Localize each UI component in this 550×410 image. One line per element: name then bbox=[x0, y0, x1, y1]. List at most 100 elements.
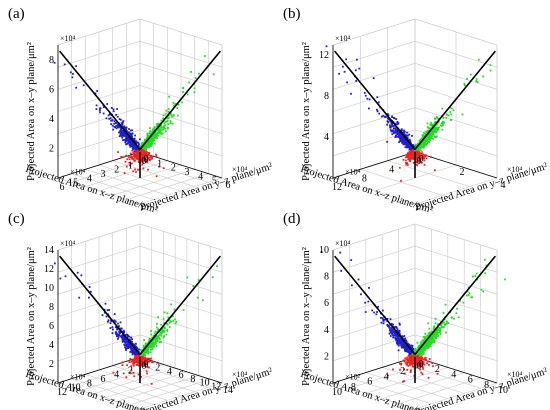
fit-line-xy-xz bbox=[59, 255, 141, 355]
grid-line bbox=[139, 63, 223, 90]
point-red bbox=[124, 160, 127, 163]
tick-label-yz: 2 bbox=[435, 364, 440, 375]
point-blue bbox=[132, 145, 135, 148]
point-green bbox=[432, 128, 435, 130]
point-green bbox=[174, 322, 177, 325]
point-blue bbox=[123, 125, 126, 128]
point-blue bbox=[410, 146, 412, 149]
point-green bbox=[146, 348, 149, 351]
tick-label-xz: 12 bbox=[57, 387, 67, 398]
point-green bbox=[142, 352, 145, 355]
point-green bbox=[148, 339, 151, 342]
point-green bbox=[421, 134, 424, 137]
axis-xz bbox=[332, 151, 416, 179]
point-blue bbox=[401, 129, 403, 132]
grid-line bbox=[414, 268, 498, 295]
point-red bbox=[123, 172, 126, 174]
point-green bbox=[147, 139, 150, 142]
point-blue bbox=[408, 148, 411, 151]
point-green bbox=[425, 138, 427, 140]
tick-label-yz: 8 bbox=[190, 374, 195, 385]
point-green bbox=[416, 341, 419, 344]
point-red bbox=[112, 371, 115, 374]
point-blue bbox=[396, 123, 399, 125]
point-red bbox=[142, 357, 145, 359]
point-green bbox=[158, 129, 161, 132]
point-green bbox=[148, 132, 151, 135]
point-red bbox=[420, 371, 423, 374]
point-green bbox=[434, 118, 436, 120]
point-red bbox=[133, 364, 135, 367]
point-blue bbox=[121, 339, 124, 342]
point-blue bbox=[402, 345, 405, 348]
grid-line bbox=[104, 371, 187, 399]
point-green bbox=[168, 326, 171, 328]
point-blue bbox=[371, 309, 374, 312]
tick-label-yz: 0 bbox=[144, 359, 149, 370]
point-red bbox=[423, 363, 426, 366]
point-blue bbox=[376, 108, 378, 111]
point-green bbox=[158, 123, 161, 125]
point-blue bbox=[115, 127, 118, 130]
point-blue bbox=[394, 127, 397, 130]
point-blue bbox=[118, 131, 120, 134]
point-green bbox=[158, 341, 161, 343]
grid-line bbox=[57, 40, 141, 68]
point-blue bbox=[135, 346, 138, 349]
point-blue bbox=[75, 65, 77, 68]
tick-label-xy: 6 bbox=[49, 84, 54, 95]
point-red bbox=[407, 158, 409, 161]
point-blue bbox=[386, 140, 389, 143]
point-blue bbox=[375, 313, 378, 316]
point-blue bbox=[395, 339, 398, 342]
point-blue bbox=[368, 107, 370, 110]
point-blue bbox=[391, 332, 393, 335]
tick-label-xz: 8 bbox=[87, 378, 92, 389]
point-blue bbox=[124, 347, 127, 350]
point-green bbox=[145, 347, 147, 350]
point-red bbox=[143, 155, 146, 157]
point-green bbox=[160, 133, 163, 136]
point-blue bbox=[394, 332, 396, 335]
axis-title-xy: Projected Area on x–y plane/μm² bbox=[301, 247, 312, 386]
grid-line bbox=[414, 18, 498, 46]
point-red bbox=[402, 359, 405, 362]
point-red bbox=[420, 157, 422, 160]
point-blue bbox=[109, 322, 112, 324]
point-green bbox=[423, 142, 426, 145]
point-blue bbox=[134, 144, 137, 146]
point-blue bbox=[411, 344, 414, 347]
point-red bbox=[411, 365, 414, 368]
point-green bbox=[167, 316, 170, 319]
point-red bbox=[136, 358, 139, 361]
point-red bbox=[132, 151, 135, 154]
point-green bbox=[424, 134, 426, 137]
point-red bbox=[146, 156, 148, 158]
point-red bbox=[399, 362, 401, 365]
point-green bbox=[149, 133, 152, 136]
point-green bbox=[150, 143, 153, 145]
point-green bbox=[441, 107, 444, 110]
point-blue bbox=[106, 309, 109, 312]
point-green bbox=[437, 128, 440, 131]
point-green bbox=[181, 101, 184, 104]
point-green bbox=[170, 303, 172, 306]
point-green bbox=[423, 343, 426, 346]
point-blue bbox=[403, 343, 406, 346]
point-green bbox=[475, 272, 478, 275]
point-green bbox=[418, 146, 421, 148]
point-green bbox=[415, 349, 417, 352]
grid-line bbox=[414, 245, 498, 273]
point-blue bbox=[95, 108, 98, 110]
point-green bbox=[212, 73, 215, 76]
point-green bbox=[431, 132, 434, 135]
point-red bbox=[134, 168, 136, 171]
point-blue bbox=[102, 112, 105, 115]
axis-title-xy: Projected Area on x–y plane/μm² bbox=[301, 42, 312, 181]
grid-line bbox=[139, 245, 223, 273]
point-green bbox=[432, 334, 434, 337]
point-green bbox=[190, 71, 192, 73]
point-blue bbox=[119, 130, 122, 132]
point-green bbox=[155, 335, 157, 337]
point-red bbox=[155, 155, 158, 158]
